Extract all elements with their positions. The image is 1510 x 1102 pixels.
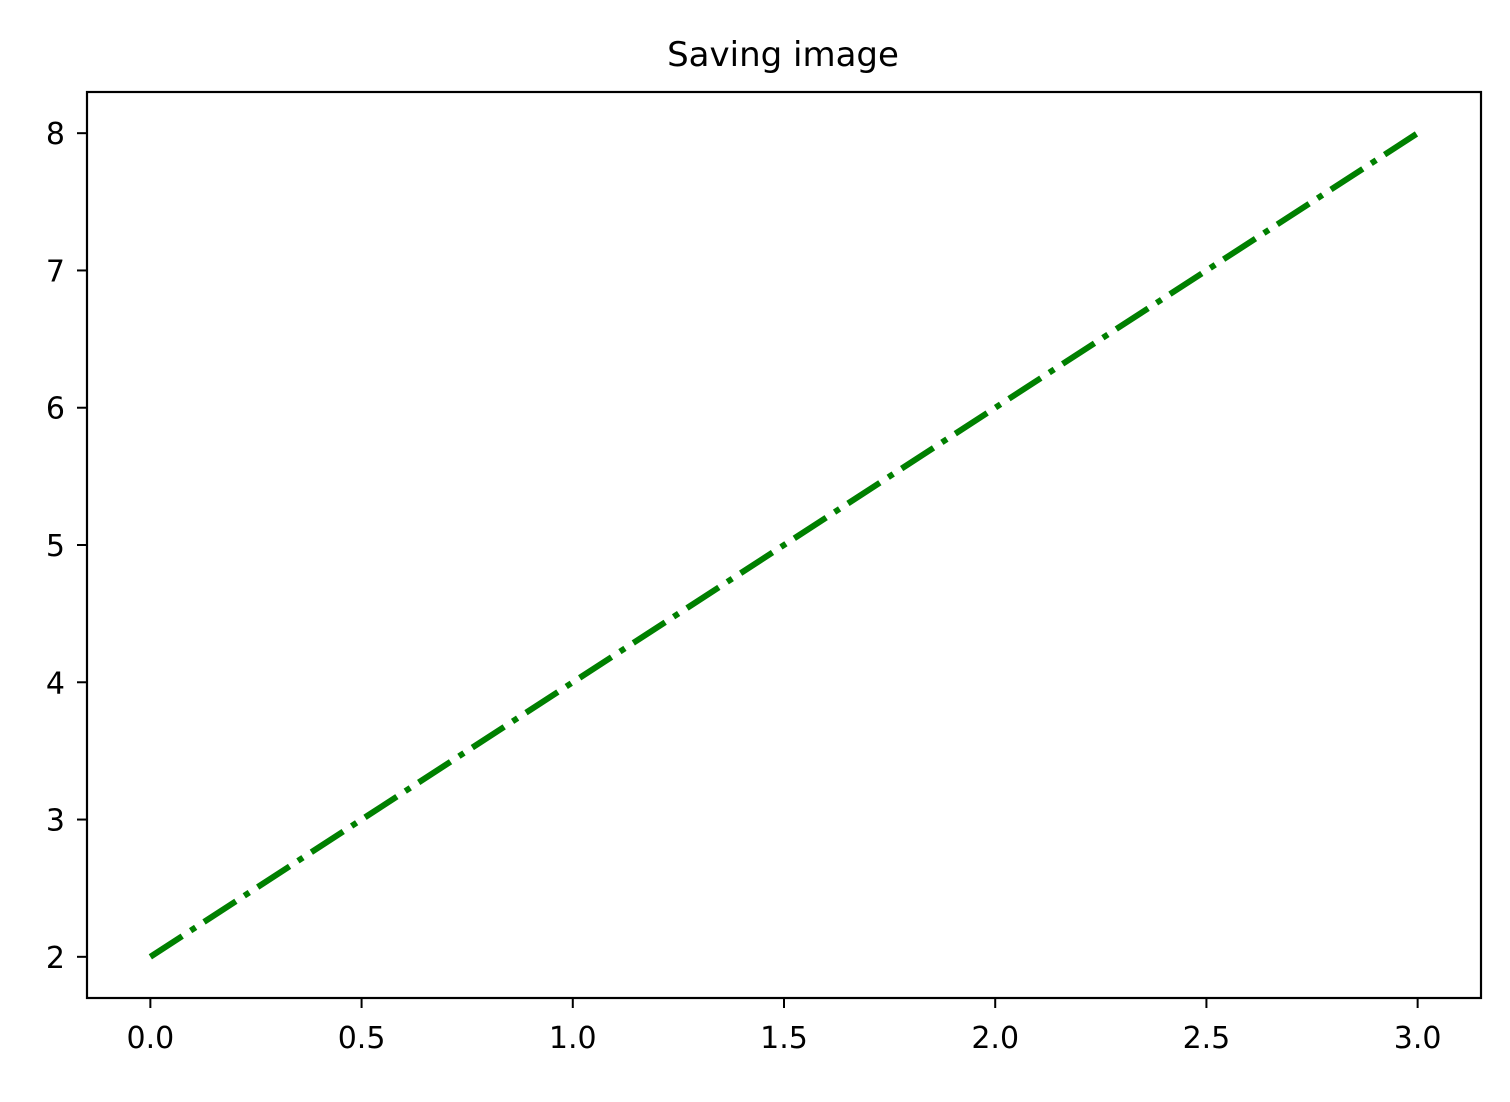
y-tick-label: 6 — [46, 392, 65, 427]
y-tick-label: 3 — [46, 804, 65, 839]
x-tick-label: 0.0 — [127, 1021, 175, 1056]
x-tick-label: 2.0 — [971, 1021, 1019, 1056]
x-tick-label: 0.5 — [338, 1021, 386, 1056]
x-tick-label: 2.5 — [1183, 1021, 1231, 1056]
y-tick-label: 4 — [46, 666, 65, 701]
y-tick-label: 8 — [46, 117, 65, 152]
x-tick-label: 1.5 — [760, 1021, 808, 1056]
y-tick-label: 5 — [46, 529, 65, 564]
y-tick-label: 2 — [46, 941, 65, 976]
x-tick-label: 1.0 — [549, 1021, 597, 1056]
x-tick-label: 3.0 — [1394, 1021, 1442, 1056]
y-tick-label: 7 — [46, 254, 65, 289]
chart-title: Saving image — [667, 35, 899, 75]
